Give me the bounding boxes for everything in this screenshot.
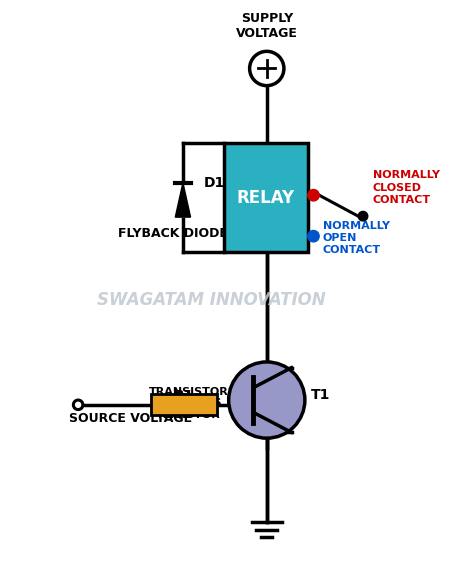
Circle shape [308,190,319,201]
Text: SOURCE VOLTAGE: SOURCE VOLTAGE [69,412,192,425]
Text: NORMALLY
OPEN
CONTACT: NORMALLY OPEN CONTACT [323,221,390,256]
Text: RELAY: RELAY [237,189,295,207]
Circle shape [358,211,368,221]
Text: R1: R1 [174,389,194,403]
Text: NORMALLY
CLOSED
CONTACT: NORMALLY CLOSED CONTACT [373,170,440,205]
Text: TRANSISTOR
BASE BIAS
RESISTOR: TRANSISTOR BASE BIAS RESISTOR [149,387,229,420]
Circle shape [229,362,305,438]
Polygon shape [175,183,190,217]
Text: SWAGATAM INNOVATION: SWAGATAM INNOVATION [97,291,326,309]
Bar [224,143,308,252]
Text: T1: T1 [311,389,330,402]
Text: FLYBACK DIODE: FLYBACK DIODE [119,227,229,240]
Circle shape [308,231,319,242]
Bar [150,394,217,415]
Text: D1: D1 [204,176,225,190]
Text: SUPPLY
VOLTAGE: SUPPLY VOLTAGE [236,12,298,40]
